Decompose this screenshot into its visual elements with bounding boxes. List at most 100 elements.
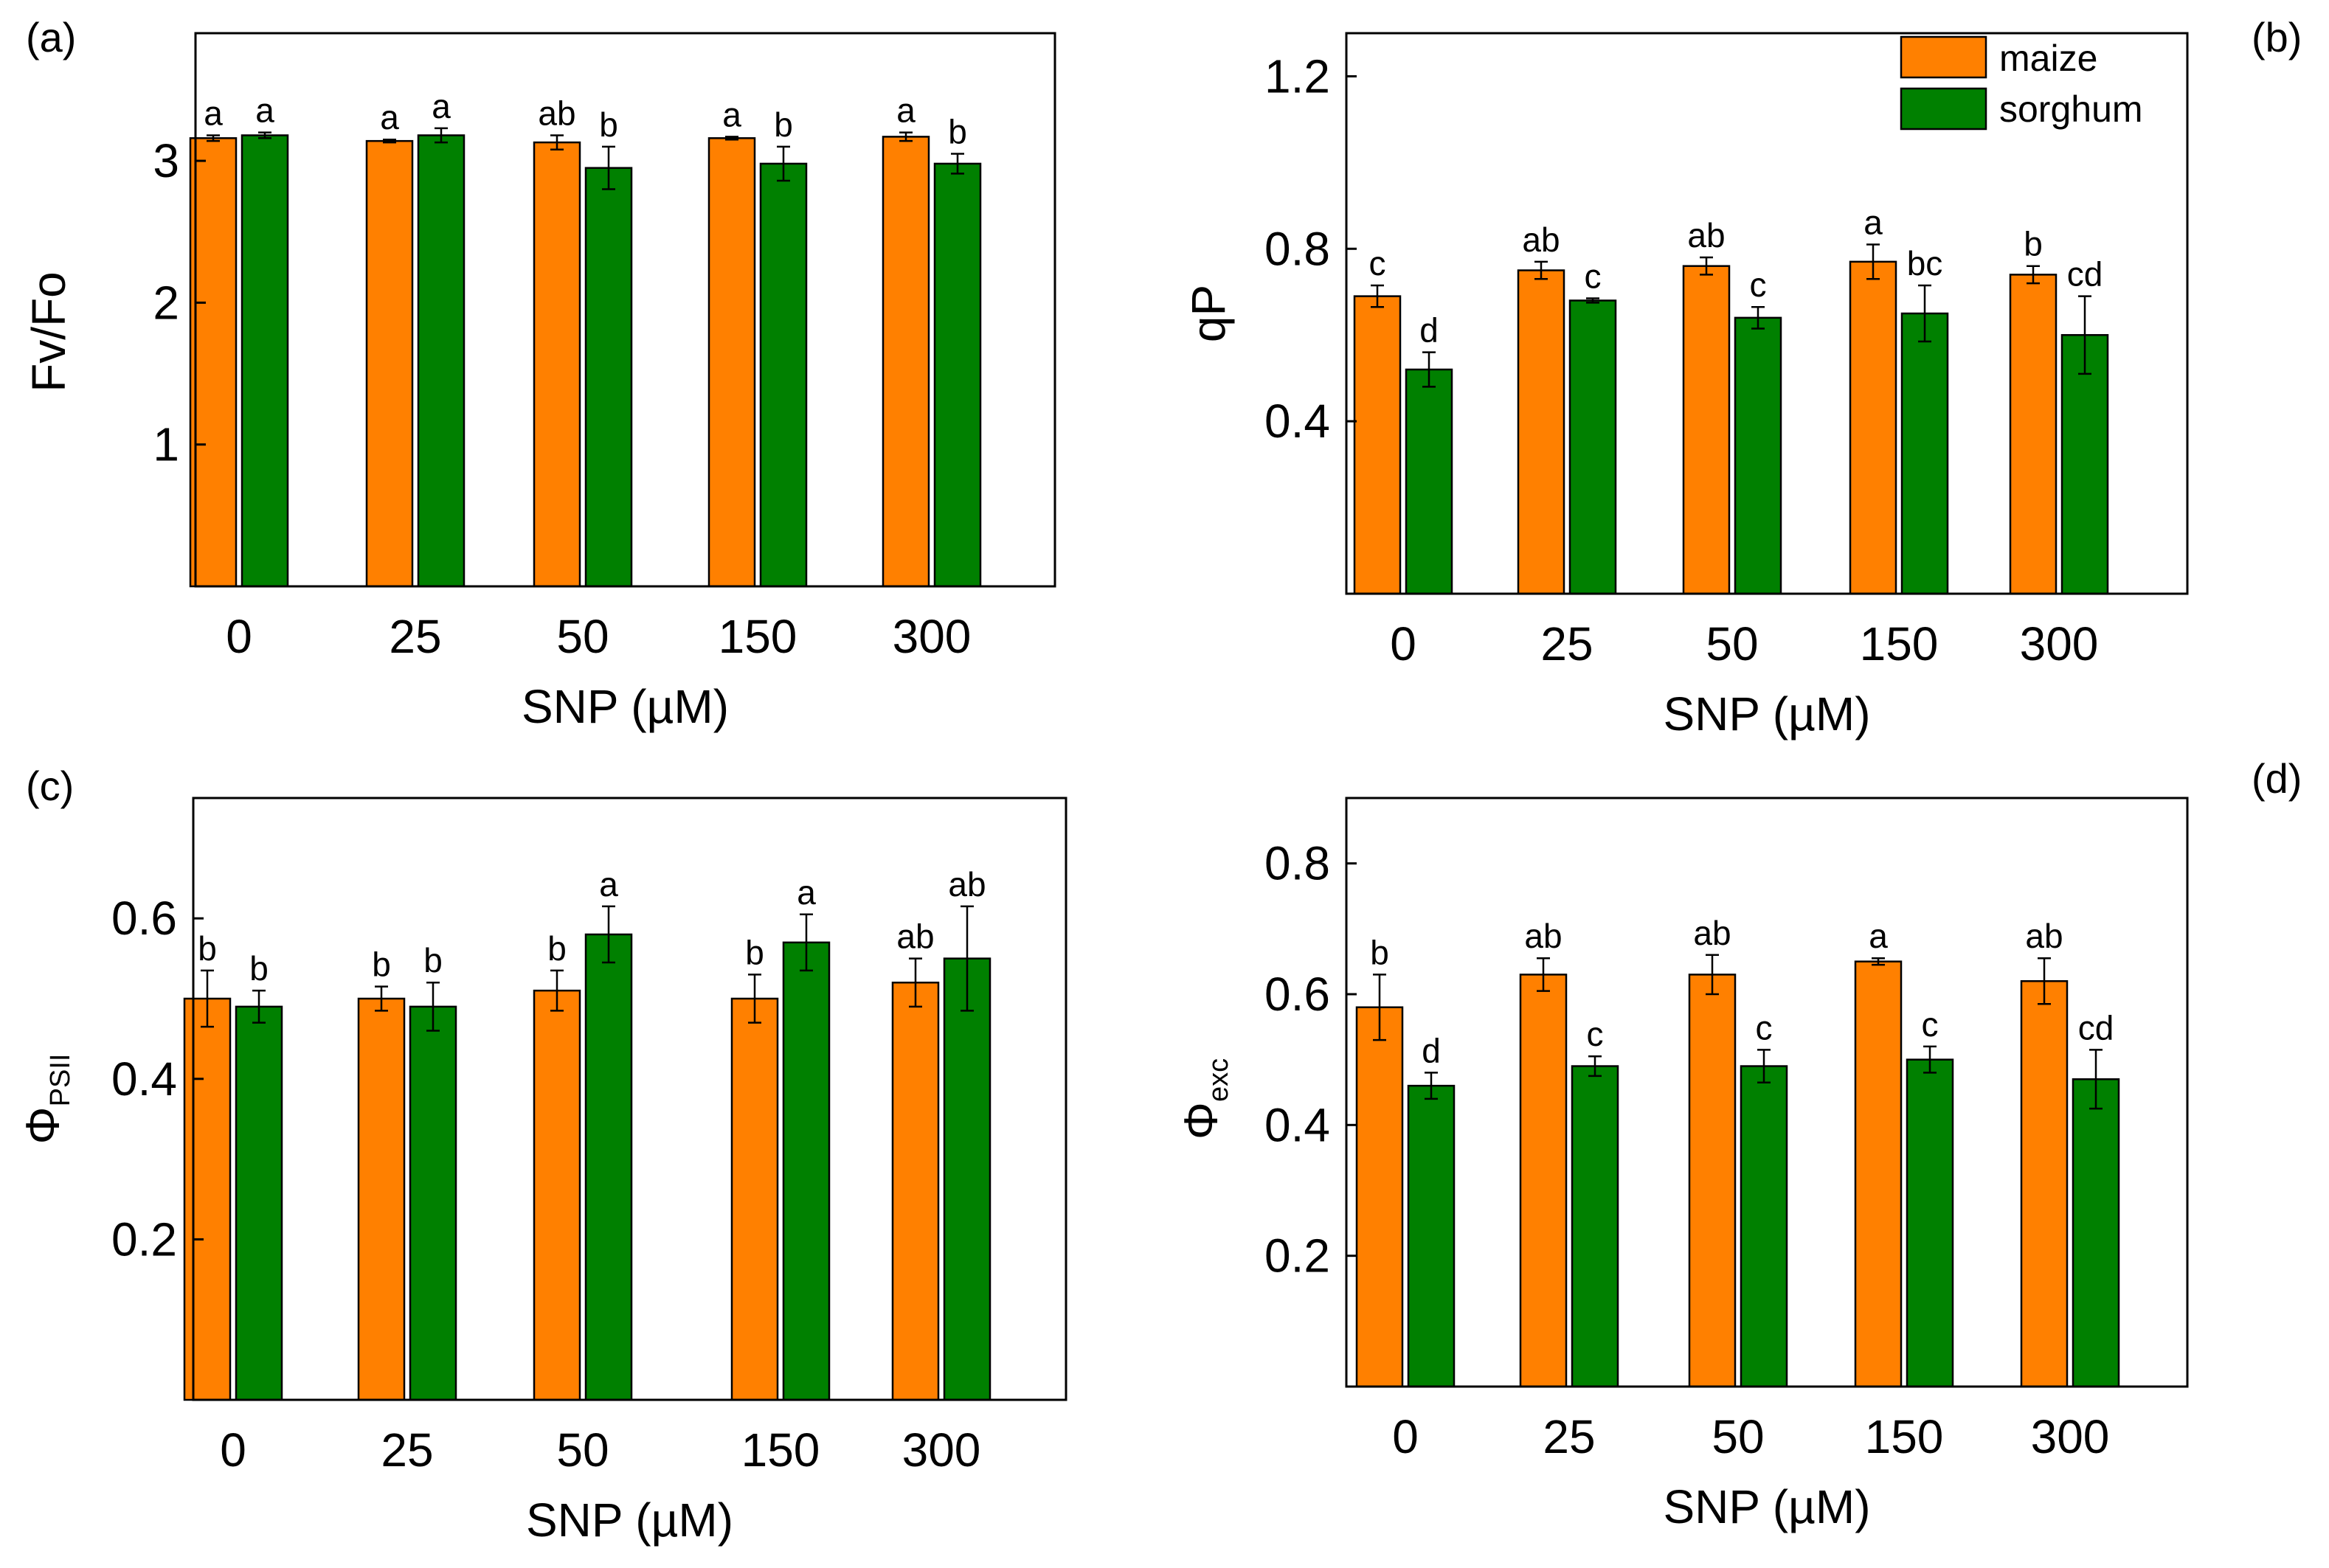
significance-letter: ab <box>1522 221 1560 259</box>
significance-letter: b <box>774 105 793 144</box>
bar-sorghum-150 <box>1900 312 1949 595</box>
significance-letter: a <box>1869 917 1888 955</box>
significance-letter: a <box>432 87 451 125</box>
bar-sorghum-0 <box>235 1005 283 1401</box>
x-tick-label: 150 <box>741 1423 820 1477</box>
significance-letter: ab <box>1687 216 1725 254</box>
plot-frame <box>192 797 1067 1401</box>
bar-sorghum-300 <box>933 162 982 588</box>
bar-maize-0 <box>183 997 232 1401</box>
bar-sorghum-150 <box>1906 1058 1954 1388</box>
significance-letter: c <box>1922 1005 1939 1044</box>
significance-letter: a <box>722 95 741 133</box>
x-axis-title: SNP (µM) <box>526 1494 733 1547</box>
y-tick-label: 0.8 <box>1264 837 1330 890</box>
significance-letter: bc <box>1907 244 1943 282</box>
significance-letter: a <box>797 873 816 912</box>
legend-label-sorghum: sorghum <box>1999 89 2143 130</box>
bar-maize-150 <box>1849 260 1897 595</box>
y-tick-label: 0.4 <box>1264 1098 1330 1151</box>
bar-maize-150 <box>730 997 779 1401</box>
significance-letter: ab <box>1693 914 1731 952</box>
significance-letter: ab <box>1524 917 1562 955</box>
x-axis-title: SNP (µM) <box>522 680 729 733</box>
x-tick-label: 25 <box>381 1423 433 1477</box>
bar-maize-300 <box>2020 980 2069 1388</box>
legend-label-maize: maize <box>1999 38 2097 79</box>
y-tick-label: 1.2 <box>1264 49 1330 103</box>
significance-letter: b <box>423 941 443 979</box>
legend: maize sorghum <box>1900 35 2143 131</box>
significance-letter: d <box>1419 311 1439 350</box>
y-tick-label: 0.2 <box>111 1213 177 1266</box>
significance-letter: c <box>1587 1015 1604 1053</box>
significance-letter: b <box>198 929 217 968</box>
bar-sorghum-50 <box>584 933 633 1401</box>
bar-sorghum-25 <box>417 134 466 588</box>
bar-sorghum-25 <box>1568 299 1617 595</box>
y-tick-label: 0.2 <box>1264 1229 1330 1283</box>
bar-maize-25 <box>365 139 414 588</box>
panel-label: (c) <box>26 763 74 809</box>
bar-maize-50 <box>533 989 581 1401</box>
y-axis-title: Φexc <box>1174 1058 1234 1139</box>
significance-letter: c <box>1750 266 1767 304</box>
x-tick-label: 300 <box>2020 617 2099 670</box>
x-tick-label: 50 <box>1712 1410 1764 1463</box>
x-tick-label: 0 <box>226 610 252 663</box>
bar-sorghum-150 <box>782 941 831 1401</box>
y-tick-label: 0.4 <box>111 1052 177 1106</box>
bar-maize-25 <box>1519 974 1568 1388</box>
x-tick-label: 150 <box>719 610 797 663</box>
y-tick-label: 0.6 <box>111 892 177 945</box>
significance-letter: b <box>599 105 618 144</box>
significance-letter: ab <box>896 917 934 956</box>
y-tick-label: 3 <box>153 134 179 187</box>
x-tick-label: 0 <box>220 1423 246 1477</box>
x-tick-label: 25 <box>389 610 441 663</box>
x-tick-label: 150 <box>1865 1410 1944 1463</box>
x-axis-title: SNP (µM) <box>1663 687 1870 740</box>
bar-maize-50 <box>1688 974 1737 1388</box>
bar-maize-0 <box>1355 1006 1404 1388</box>
x-tick-label: 300 <box>893 610 972 663</box>
chart-panel-d: b ab ab a ab d c c c cd 0.2 0.4 0.6 0.8 0 25 50 150 300 SNP… <box>1174 755 2302 1533</box>
bar-sorghum-50 <box>1740 1065 1788 1388</box>
panel-label: (d) <box>2252 755 2302 802</box>
bar-maize-25 <box>357 997 406 1401</box>
bar-sorghum-300 <box>2060 333 2109 595</box>
bar-maize-300 <box>891 981 940 1401</box>
bar-maize-300 <box>2009 274 2058 595</box>
significance-letter: a <box>896 91 916 130</box>
bar-sorghum-0 <box>240 134 289 588</box>
significance-letter: c <box>1585 257 1602 296</box>
significance-letter: c <box>1756 1008 1773 1047</box>
bar-sorghum-25 <box>409 1005 457 1401</box>
significance-letter: b <box>249 949 269 988</box>
bar-sorghum-150 <box>759 162 808 588</box>
x-tick-label: 50 <box>1706 617 1758 670</box>
bar-maize-25 <box>1517 269 1565 595</box>
y-tick-label: 0.6 <box>1264 968 1330 1021</box>
significance-letter: b <box>948 112 967 150</box>
y-tick-label: 2 <box>153 276 179 329</box>
legend-swatch-maize <box>1900 35 1987 79</box>
legend-swatch-sorghum <box>1900 87 1987 131</box>
x-tick-label: 150 <box>1860 617 1939 670</box>
plot-frame <box>1345 32 2189 595</box>
bar-maize-50 <box>533 141 581 588</box>
significance-letter: b <box>745 933 764 971</box>
bar-sorghum-25 <box>1571 1065 1619 1388</box>
x-tick-label: 300 <box>902 1423 981 1477</box>
bar-sorghum-0 <box>1407 1084 1456 1388</box>
significance-letter: b <box>372 946 391 984</box>
significance-letter: b <box>1370 933 1389 971</box>
panel-label: (a) <box>26 14 76 60</box>
significance-letter: b <box>2024 225 2043 263</box>
bar-sorghum-50 <box>1734 316 1782 595</box>
significance-letter: b <box>547 929 567 968</box>
plot-frame <box>1345 797 2189 1388</box>
